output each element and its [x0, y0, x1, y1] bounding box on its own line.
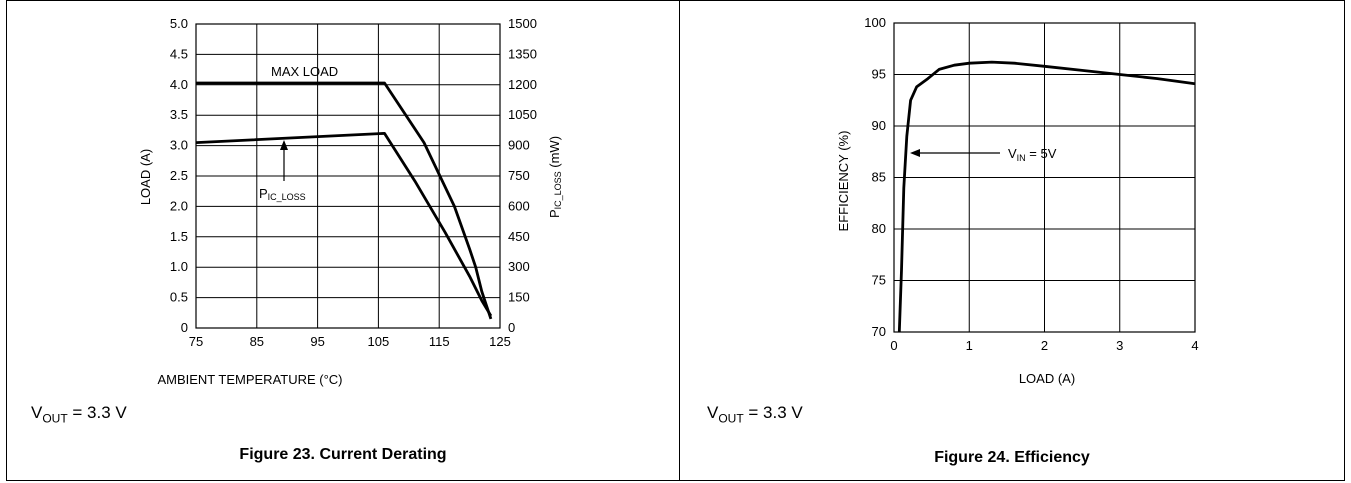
- derating-xlabel: AMBIENT TEMPERATURE (°C): [157, 372, 342, 387]
- vin-label: VIN = 5V: [1008, 146, 1057, 163]
- x-tick-label: 95: [310, 334, 324, 349]
- x-tick-label: 2: [1041, 338, 1048, 353]
- x-tick-label: 4: [1191, 338, 1198, 353]
- series-line: [196, 81, 493, 320]
- efficiency-chart: 0 1 2 3 4 70 75 80 85 90 95 100 VIN = 5V LOAD (A) E…: [836, 15, 1199, 386]
- y2-tick-label: 150: [508, 290, 530, 305]
- y2-tick-label: 1500: [508, 16, 537, 31]
- y-tick-label: 2.5: [170, 168, 188, 183]
- vin-arrow-head-icon: [910, 149, 920, 157]
- y2-tick-label: 300: [508, 259, 530, 274]
- ploss-arrow-head-icon: [280, 140, 288, 150]
- y-tick-label: 75: [872, 273, 886, 288]
- x-tick-label: 0: [890, 338, 897, 353]
- y-tick-label: 5.0: [170, 16, 188, 31]
- x-tick-label: 105: [368, 334, 390, 349]
- y-tick-label: 100: [864, 15, 886, 30]
- x-tick-label: 125: [489, 334, 511, 349]
- derating-series: [195, 81, 493, 320]
- y2-tick-label: 750: [508, 168, 530, 183]
- y2-tick-label: 450: [508, 229, 530, 244]
- efficiency-caption: Figure 24. Efficiency: [934, 449, 1090, 466]
- max-load-label: MAX LOAD: [271, 64, 338, 79]
- derating-condition: VOUT = 3.3 V: [31, 403, 127, 426]
- y-tick-label: 4.0: [170, 77, 188, 92]
- y-tick-label: 2.0: [170, 198, 188, 213]
- efficiency-ticks: 0 1 2 3 4 70 75 80 85 90 95 100: [864, 15, 1198, 353]
- y-tick-label: 95: [872, 67, 886, 82]
- y2-tick-label: 1350: [508, 46, 537, 61]
- efficiency-grid: [893, 22, 1196, 333]
- x-tick-label: 115: [429, 334, 450, 349]
- y2-tick-label: 600: [508, 198, 530, 213]
- y-tick-label: 0: [181, 320, 188, 335]
- derating-grid: [195, 23, 501, 329]
- y-tick-label: 1.5: [170, 229, 188, 244]
- y2-tick-label: 0: [508, 320, 515, 335]
- derating-panel: 75 85 95 105 115 125 0 0.5 1.0 1.5 2.0 2.5 3.0 3.5 4.0…: [6, 0, 680, 481]
- y-tick-label: 90: [872, 118, 886, 133]
- series-line: [195, 131, 493, 317]
- y-tick-label: 1.0: [170, 259, 188, 274]
- plot-frame: [195, 23, 501, 329]
- x-tick-label: 1: [966, 338, 973, 353]
- y-tick-label: 3.0: [170, 138, 188, 153]
- efficiency-panel: 0 1 2 3 4 70 75 80 85 90 95 100 VIN = 5V LOAD (A) E…: [679, 0, 1345, 481]
- derating-caption: Figure 23. Current Derating: [239, 446, 447, 463]
- y2-tick-label: 1200: [508, 77, 537, 92]
- y2-tick-label: 900: [508, 138, 530, 153]
- x-tick-label: 3: [1116, 338, 1123, 353]
- plot-frame: [893, 22, 1196, 333]
- y-tick-label: 80: [872, 221, 886, 236]
- y-tick-label: 4.5: [170, 46, 188, 61]
- efficiency-series: [897, 60, 1196, 333]
- x-tick-label: 75: [189, 334, 203, 349]
- derating-ylabel: LOAD (A): [138, 149, 153, 205]
- efficiency-ylabel: EFFICIENCY (%): [836, 131, 851, 232]
- derating-ticks: 75 85 95 105 115 12500.51.01.52.02.53.03.54.0…: [170, 16, 537, 349]
- efficiency-xlabel: LOAD (A): [1019, 371, 1075, 386]
- y2-tick-label: 1050: [508, 107, 537, 122]
- derating-y2label: PIC_LOSS (mW): [547, 136, 563, 218]
- y-tick-label: 70: [872, 324, 886, 339]
- x-tick-label: 85: [250, 334, 264, 349]
- derating-chart: 75 85 95 105 115 12500.51.01.52.02.53.03.54.0…: [138, 16, 563, 387]
- y-tick-label: 0.5: [170, 290, 188, 305]
- y-tick-label: 3.5: [170, 107, 188, 122]
- y-tick-label: 85: [872, 170, 886, 185]
- efficiency-condition: VOUT = 3.3 V: [707, 403, 803, 426]
- series-line: [897, 60, 1196, 333]
- ploss-label: PIC_LOSS: [259, 186, 306, 202]
